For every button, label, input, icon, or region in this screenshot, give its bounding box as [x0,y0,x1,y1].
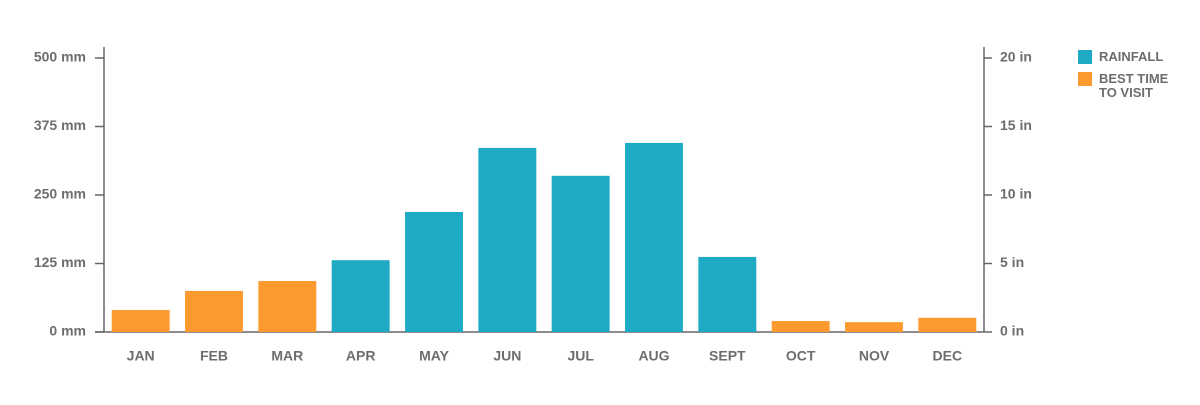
bar [625,142,683,332]
legend-swatch [1078,50,1092,64]
y2-tick-label: 10 in [1000,186,1032,202]
bar [185,290,243,332]
y2-tick-label: 15 in [1000,117,1032,133]
y-tick-label: 375 mm [34,117,86,133]
legend-item: RAINFALL [1078,50,1188,64]
bar [551,175,610,332]
legend-swatch [1078,72,1092,86]
x-tick-label: APR [346,348,376,364]
x-tick-label: AUG [638,348,669,364]
x-tick-label: FEB [200,348,228,364]
bar [405,211,463,332]
x-tick-label: JUN [493,348,521,364]
x-tick-label: SEPT [709,348,746,364]
x-tick-label: OCT [786,348,816,364]
y2-tick-label: 20 in [1000,49,1032,65]
legend: RAINFALL BEST TIME TO VISIT [1078,50,1188,108]
x-tick-label: DEC [933,348,963,364]
y2-tick-label: 0 in [1000,323,1024,339]
bar [331,260,390,332]
x-tick-label: JAN [127,348,155,364]
bar [918,317,977,332]
bar [478,147,537,332]
legend-label: RAINFALL [1099,49,1164,64]
y-tick-label: 250 mm [34,186,86,202]
bar [698,256,757,332]
legend-label: BEST TIME TO VISIT [1099,71,1169,100]
bar [771,321,830,332]
y-tick-label: 125 mm [34,254,86,270]
y-tick-label: 0 mm [49,323,86,339]
x-tick-label: MAY [419,348,449,364]
x-tick-label: JUL [567,348,594,364]
bar [845,322,903,332]
legend-item: BEST TIME TO VISIT [1078,72,1188,100]
y2-tick-label: 5 in [1000,254,1024,270]
y-tick-label: 500 mm [34,49,86,65]
x-tick-label: NOV [859,348,890,364]
x-tick-label: MAR [271,348,303,364]
bar [111,310,170,332]
bar [258,281,317,332]
